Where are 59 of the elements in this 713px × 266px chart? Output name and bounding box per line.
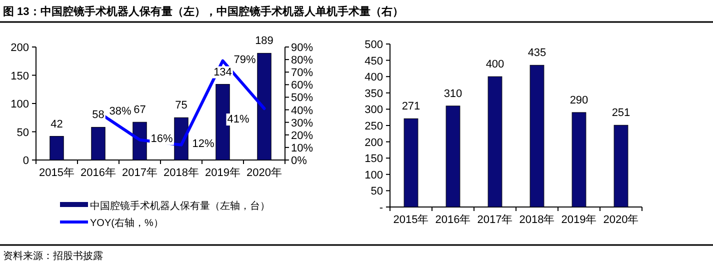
- data-label: 271: [402, 100, 420, 113]
- x-tick-label: 2016年: [435, 214, 471, 226]
- y-tick-label: 350: [364, 88, 383, 100]
- data-label: 41%: [227, 114, 250, 126]
- data-label: 42: [50, 118, 63, 130]
- data-label: 251: [612, 107, 630, 120]
- y-tick-label: 200: [10, 42, 29, 54]
- data-label: 67: [134, 104, 146, 116]
- data-label: 400: [486, 58, 504, 71]
- legend-label: 中国腔镜手术机器人保有量（左轴，台）: [90, 200, 270, 212]
- data-label: 310: [444, 88, 462, 100]
- x-tick-label: 2020年: [603, 214, 639, 226]
- y2-tick-label: 30%: [291, 117, 314, 130]
- y-tick-label: 250: [364, 120, 383, 132]
- x-tick-label: 2017年: [122, 167, 158, 179]
- y2-tick-label: 90%: [291, 42, 314, 54]
- y-tick-label: 100: [364, 169, 383, 182]
- x-tick-label: 2015年: [393, 214, 429, 226]
- legend-label: YOY(右轴，%）: [90, 217, 164, 229]
- data-label: 75: [175, 100, 188, 112]
- x-tick-label: 2019年: [561, 214, 597, 226]
- x-tick-label: 2018年: [164, 167, 199, 179]
- data-label: 290: [570, 94, 588, 106]
- y-tick-label: 150: [364, 153, 383, 166]
- x-tick-label: 2016年: [80, 167, 116, 179]
- data-label: 16%: [150, 132, 173, 145]
- y-tick-label: 400: [364, 72, 383, 84]
- text: 资料来源：招股书披露: [3, 250, 103, 262]
- y2-tick-label: 60%: [291, 80, 314, 92]
- y-tick-label: 150: [10, 70, 29, 82]
- y-tick-label: 300: [364, 104, 383, 116]
- y2-tick-label: 50%: [291, 92, 314, 104]
- data-label: 58: [92, 109, 104, 122]
- data-label: 134: [214, 66, 232, 78]
- x-tick-label: 2020年: [246, 167, 282, 179]
- y-tick-label: 450: [364, 55, 383, 68]
- x-tick-label: 2017年: [477, 214, 513, 226]
- y2-tick-label: 10%: [291, 142, 314, 154]
- data-label: 38%: [109, 105, 132, 118]
- y-tick-label: 200: [364, 136, 383, 149]
- chart-title: 图 13：中国腔镜手术机器人保有量（左），中国腔镜手术机器人单机手术量（右）: [3, 5, 404, 18]
- data-label: 79%: [234, 54, 256, 66]
- y-tick-label: 100: [10, 98, 29, 110]
- data-label: 189: [255, 35, 274, 48]
- x-tick-label: 2018年: [519, 214, 555, 226]
- y2-tick-label: 70%: [291, 67, 314, 80]
- y2-tick-label: 40%: [291, 104, 314, 117]
- y-tick-label: 0: [22, 155, 29, 167]
- x-tick-label: 2019年: [205, 167, 240, 179]
- y-tick-label: -: [379, 202, 384, 214]
- y-tick-label: 500: [364, 39, 383, 51]
- y2-tick-label: 20%: [291, 130, 314, 142]
- y2-tick-label: 80%: [291, 54, 314, 67]
- y2-tick-label: 0%: [291, 155, 308, 167]
- y-tick-label: 50: [16, 126, 29, 139]
- data-label: 435: [528, 47, 546, 60]
- x-tick-label: 2015年: [39, 167, 74, 179]
- y-tick-label: 50: [370, 186, 383, 198]
- data-label: 12%: [192, 138, 214, 150]
